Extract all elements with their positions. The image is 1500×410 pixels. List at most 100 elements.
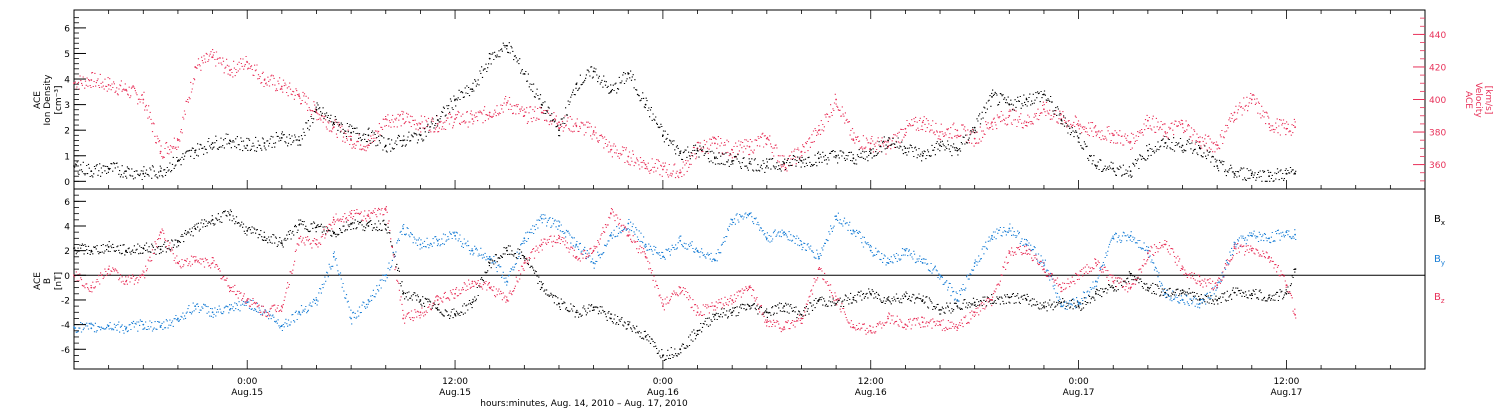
by-point-7 bbox=[194, 305, 197, 307]
by-point-5 bbox=[159, 326, 162, 328]
velocity-point-51 bbox=[956, 129, 959, 132]
velocity-point-10 bbox=[246, 61, 249, 63]
bz-point-43 bbox=[817, 268, 820, 270]
velocity-point-45 bbox=[852, 139, 855, 142]
bz-point-59 bbox=[1095, 262, 1097, 264]
bz-point-16 bbox=[350, 212, 352, 215]
velocity-point-27 bbox=[540, 111, 543, 114]
velocity-tick-label-1: 380 bbox=[1429, 129, 1446, 139]
bx-point-28 bbox=[558, 302, 560, 305]
velocity-point-59 bbox=[1095, 131, 1097, 133]
bx-point-40 bbox=[765, 311, 768, 314]
density-point-17 bbox=[367, 134, 370, 137]
by-point-13 bbox=[298, 311, 301, 314]
bz-point-28 bbox=[558, 237, 560, 240]
bx-point-26 bbox=[523, 255, 526, 258]
velocity-point-22 bbox=[454, 118, 456, 120]
bx-point-68 bbox=[1250, 292, 1253, 295]
bx-point-38 bbox=[731, 311, 734, 314]
bx-point-44 bbox=[835, 302, 837, 305]
density-tick-label-1: 1 bbox=[64, 152, 70, 162]
by-point-33 bbox=[644, 243, 647, 246]
density-point-12 bbox=[280, 137, 283, 139]
velocity-point-48 bbox=[904, 127, 907, 130]
by-point-27 bbox=[540, 217, 543, 220]
density-point-16 bbox=[350, 131, 352, 134]
velocity-point-32 bbox=[627, 155, 630, 158]
velocity-point-58 bbox=[1077, 124, 1080, 127]
bx-point-39 bbox=[748, 305, 751, 307]
bx-point-55 bbox=[1025, 299, 1028, 301]
bx-point-9 bbox=[229, 214, 231, 216]
bz-point-19 bbox=[402, 317, 404, 320]
velocity-point-2 bbox=[107, 84, 110, 86]
by-point-26 bbox=[523, 237, 526, 240]
by-point-23 bbox=[471, 249, 474, 252]
bx-point-52 bbox=[973, 301, 976, 304]
density-point-67 bbox=[1233, 172, 1236, 175]
by-point-71 bbox=[1294, 233, 1296, 236]
by-point-50 bbox=[939, 274, 941, 277]
velocity-point-40 bbox=[765, 137, 768, 140]
b-tick-label-1: -4 bbox=[61, 321, 70, 331]
velocity-point-71 bbox=[1294, 126, 1296, 129]
bz-point-26 bbox=[523, 262, 526, 264]
velocity-point-12 bbox=[280, 85, 283, 88]
velocity-point-69 bbox=[1268, 123, 1270, 125]
velocity-point-33 bbox=[644, 163, 647, 166]
bx-point-32 bbox=[627, 323, 630, 326]
b-ylabel-line-1: ACE bbox=[33, 272, 43, 290]
bx-point-56 bbox=[1043, 305, 1045, 307]
by-point-38 bbox=[731, 218, 734, 221]
velocity-point-31 bbox=[610, 149, 612, 151]
bz-point-60 bbox=[1112, 280, 1115, 283]
bx-point-10 bbox=[246, 230, 249, 232]
bz-point-45 bbox=[852, 326, 855, 328]
density-point-3 bbox=[125, 170, 127, 173]
density-point-37 bbox=[714, 157, 716, 160]
bz-point-52 bbox=[973, 311, 976, 314]
bx-point-14 bbox=[315, 226, 318, 229]
b-tick-label-3: 0 bbox=[64, 272, 70, 282]
bx-point-24 bbox=[488, 262, 491, 264]
by-point-64 bbox=[1181, 299, 1184, 301]
velocity-point-25 bbox=[506, 101, 508, 104]
by-point-39 bbox=[748, 212, 751, 215]
x-tick-date-3: Aug.16 bbox=[855, 388, 887, 398]
bz-point-44 bbox=[835, 299, 837, 301]
x-axis-title: hours:minutes, Aug. 14, 2010 – Aug. 17, … bbox=[480, 399, 688, 409]
b-tick-label-2: -2 bbox=[61, 296, 70, 306]
density-point-18 bbox=[384, 144, 387, 147]
bx-point-18 bbox=[384, 223, 387, 226]
velocity-point-9 bbox=[229, 69, 231, 72]
bz-point-3 bbox=[125, 280, 127, 283]
velocity-point-35 bbox=[679, 171, 682, 174]
bx-point-46 bbox=[869, 292, 872, 295]
density-point-5 bbox=[159, 170, 162, 173]
bz-point-57 bbox=[1060, 286, 1063, 289]
bz-point-70 bbox=[1285, 284, 1288, 287]
bz-point-64 bbox=[1181, 268, 1184, 270]
density-point-39 bbox=[748, 162, 751, 165]
velocity-point-39 bbox=[748, 145, 751, 148]
x-tick-time-1: 12:00 bbox=[442, 377, 468, 387]
bx-point-64 bbox=[1181, 289, 1184, 291]
bz-point-68 bbox=[1250, 249, 1253, 252]
bx-point-59 bbox=[1095, 292, 1097, 295]
by-point-22 bbox=[454, 234, 456, 237]
velocity-tick-label-4: 440 bbox=[1429, 31, 1446, 41]
bx-point-61 bbox=[1129, 274, 1132, 277]
density-point-65 bbox=[1198, 147, 1201, 150]
by-point-8 bbox=[211, 311, 214, 314]
bz-point-14 bbox=[315, 243, 318, 246]
by-point-52 bbox=[973, 262, 976, 264]
b-ylabel-line-2: B bbox=[43, 278, 53, 284]
x-tick-time-2: 0:00 bbox=[653, 377, 673, 387]
by-point-49 bbox=[921, 262, 924, 264]
bz-point-23 bbox=[471, 280, 474, 283]
by-point-34 bbox=[662, 255, 664, 258]
by-point-65 bbox=[1198, 302, 1201, 305]
bz-scatter bbox=[74, 206, 1297, 335]
x-tick-date-1: Aug.15 bbox=[439, 388, 471, 398]
velocity-point-14 bbox=[315, 111, 318, 114]
